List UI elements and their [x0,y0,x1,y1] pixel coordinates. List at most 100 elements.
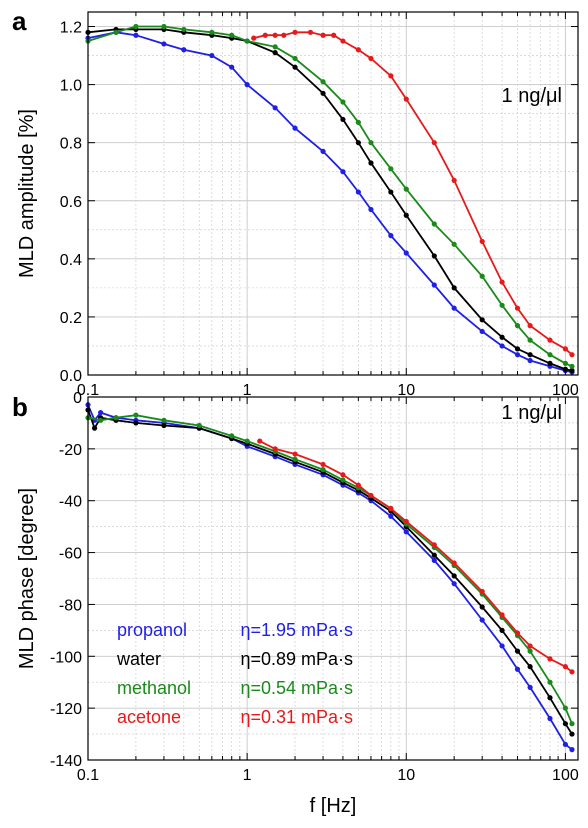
data-point-propanol [527,357,533,364]
data-point-propanol [451,581,457,587]
x-tick-label: 10 [397,767,415,784]
y-tick-label: -100 [50,649,82,666]
data-point-propanol [547,715,553,722]
y-tick-label: -20 [59,442,82,459]
x-tick-label: 1 [243,382,252,399]
data-point-methanol [451,241,457,247]
data-point-propanol [355,189,361,195]
series-line-methanol [87,25,573,368]
data-point-water [479,317,485,323]
series-propanol [85,402,575,753]
legend-name-acetone: acetone [117,707,181,727]
grid [87,396,578,761]
legend-viscosity-propanol: η=1.95 mPa·s [240,620,353,640]
data-point-methanol [196,422,202,429]
data-point-water [527,352,533,358]
series-line-acetone [259,440,573,673]
concentration-annotation: 1 ng/μl [502,85,562,107]
plot-frame [87,11,579,376]
data-point-acetone [562,346,568,352]
series-water [85,26,575,374]
data-point-water [91,425,98,431]
data-point-acetone [331,32,337,38]
panel-a: 0.1 1 10 100 0.0 0.2 0.4 0.6 0.8 1.0 1.2 MLD amplit… [12,6,579,399]
data-point-acetone [388,73,394,79]
data-point-water [161,422,167,429]
data-point-acetone [272,446,278,452]
data-point-water [431,253,437,259]
data-point-methanol [562,360,568,366]
data-point-acetone [499,612,505,618]
data-point-acetone [547,656,553,662]
data-point-methanol [244,38,250,44]
data-point-propanol [451,305,457,311]
plot-frame [87,396,579,761]
data-point-acetone [569,669,575,675]
data-point-propanol [499,643,505,649]
data-point-acetone [355,47,361,53]
data-point-propanol [229,64,235,70]
legend-viscosity-acetone: η=0.31 mPa·s [240,707,353,727]
y-tick-label: 1.0 [60,78,82,95]
legend: propanol η=1.95 mPa·s water η=0.89 mPa·s met… [116,620,353,727]
data-point-acetone [514,630,521,636]
data-point-propanol [514,666,521,672]
data-point-acetone [514,305,521,311]
data-point-acetone [340,472,346,478]
data-point-propanol [209,52,215,59]
data-point-methanol [244,438,250,444]
data-point-water [527,664,533,670]
y-tick-label: -60 [59,546,82,563]
data-point-acetone [320,32,326,38]
data-point-acetone [340,38,346,44]
series-line-propanol [87,31,573,373]
data-point-water [403,212,409,218]
data-point-propanol [368,206,374,213]
data-point-acetone [257,438,263,444]
y-tick-label: 0.0 [60,368,82,385]
data-point-propanol [272,105,278,111]
data-point-methanol [320,79,326,85]
x-tick-label: 0.1 [77,767,99,784]
data-point-acetone [431,542,437,548]
x-tick-label: 1 [243,767,252,784]
legend-viscosity-methanol: η=0.54 mPa·s [240,678,353,698]
data-point-acetone [403,518,409,525]
data-point-methanol [569,363,575,369]
data-point-acetone [292,29,298,35]
series-line-water [87,409,573,735]
data-point-propanol [479,328,485,335]
series-acetone [251,29,575,358]
y-tick-label: -40 [59,494,82,511]
data-point-methanol [98,417,104,423]
data-point-water [355,140,361,146]
data-point-propanol [320,148,326,154]
data-point-methanol [569,721,575,727]
y-tick-label: -120 [50,701,82,718]
data-point-water [562,721,568,727]
data-point-methanol [229,433,235,439]
data-point-water [499,334,505,340]
data-point-acetone [368,492,374,499]
data-point-propanol [431,557,437,563]
data-point-methanol [292,55,298,62]
data-point-methanol [113,29,119,35]
data-point-water [368,160,374,166]
x-tick-label: 100 [552,767,579,784]
data-point-propanol [403,529,409,535]
data-point-water [292,64,298,70]
y-tick-label: -80 [59,597,82,614]
y-tick-label: -140 [50,753,82,770]
data-point-methanol [431,221,437,227]
data-point-water [547,360,553,366]
panel-label: b [12,392,28,422]
data-point-propanol [431,282,437,288]
data-point-methanol [161,23,167,30]
y-tick-label: 1.2 [60,20,82,37]
data-point-methanol [292,456,298,462]
data-point-propanol [244,82,250,88]
series-propanol [85,29,575,375]
data-point-acetone [527,643,533,649]
